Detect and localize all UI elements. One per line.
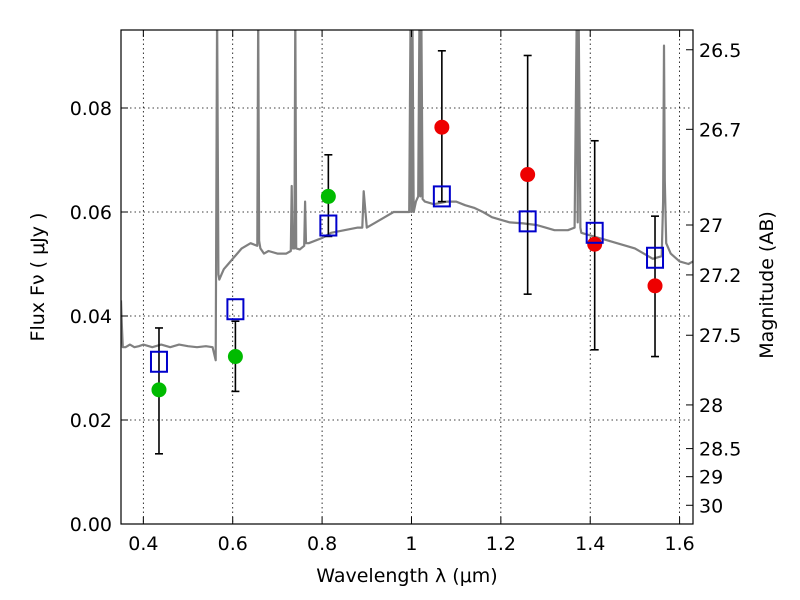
x-tick-label: 1 (405, 533, 417, 555)
magnitude-tick-label: 27.5 (699, 325, 741, 347)
red-data-point (647, 278, 663, 294)
plot-frame (120, 29, 694, 525)
marker-layer (149, 119, 665, 398)
model-square-marker (585, 221, 604, 244)
y-axis-ticks: 0.00 0.02 0.04 0.06 0.08 (70, 98, 128, 536)
x-tick-label: 1.6 (664, 533, 694, 555)
magnitude-tick-label: 27.2 (699, 265, 741, 287)
magnitude-tick-label: 26.5 (699, 40, 741, 62)
magnitude-tick-label: 27 (699, 215, 723, 237)
y-tick-label: 0.02 (70, 410, 112, 432)
x-tick-label: 0.8 (307, 533, 337, 555)
x-tick-label: 0.4 (128, 533, 158, 555)
red-data-point (587, 236, 603, 252)
x-axis-ticks: 0.4 0.6 0.8 1 1.2 1.4 1.6 (128, 30, 695, 555)
magnitude-tick-label: 28.5 (699, 439, 741, 461)
red-data-point (434, 119, 450, 135)
magnitude-axis-ticks: 26.5 26.7 27 27.2 27.5 28 28.5 29 30 (686, 40, 741, 517)
green-data-point (151, 382, 167, 398)
model-square-marker (319, 214, 338, 237)
y-tick-label: 0.06 (70, 202, 112, 224)
x-axis-label: Wavelength λ (μm) (316, 565, 497, 587)
model-square-marker (432, 185, 451, 208)
magnitude-tick-label: 28 (699, 395, 723, 417)
green-data-point (227, 349, 243, 365)
magnitude-tick-label: 29 (699, 467, 723, 489)
y-tick-label: 0.00 (70, 514, 112, 536)
y-tick-label: 0.04 (70, 306, 112, 328)
x-tick-label: 0.6 (218, 533, 248, 555)
y-tick-label: 0.08 (70, 98, 112, 120)
spectrum-line (121, 30, 693, 362)
model-square-marker (518, 210, 537, 233)
x-tick-label: 1.4 (575, 533, 605, 555)
y-axis-label: Flux Fν ( μJy ) (27, 213, 49, 342)
plot-background (121, 30, 693, 524)
model-square-marker (646, 246, 665, 269)
magnitude-axis-label: Magnitude (AB) (756, 211, 778, 359)
model-square-marker (226, 298, 245, 321)
model-square-marker (149, 350, 168, 373)
magnitude-tick-label: 26.7 (699, 119, 741, 141)
green-data-point (320, 188, 336, 204)
x-tick-label: 1.2 (486, 533, 516, 555)
magnitude-tick-label: 30 (699, 495, 723, 517)
spectrum-layer (121, 30, 693, 362)
red-data-point (520, 167, 536, 183)
